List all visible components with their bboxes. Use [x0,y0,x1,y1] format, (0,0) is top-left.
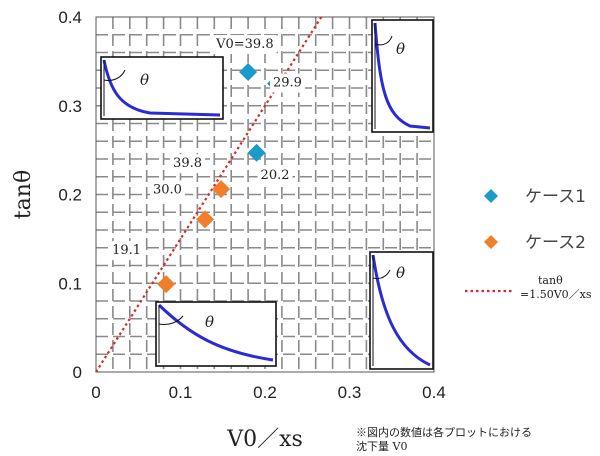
data-label: 19.1 [112,243,141,258]
data-point [239,63,258,82]
data-point [196,210,215,229]
inset-frame [155,301,277,367]
inset-bottom-middle: θ [155,301,277,367]
theta-label: θ [140,71,149,89]
inset-frame [371,19,434,133]
footnote-line: ※図内の数値は各プロットにおける [356,425,532,439]
inset-top-left: θ [100,56,224,120]
data-point [247,143,266,162]
data-label-background [150,180,185,200]
legend: ケース1 ケース2 tanθ=1.50V0／xs [465,187,592,301]
y-axis-label: tanθ [11,170,36,219]
data-label: 30.0 [153,182,182,197]
data-label-background [109,241,145,261]
x-tick-label: 0.2 [253,383,277,402]
fit-line-layer [95,16,323,373]
footnote-line: 沈下量 V0 [356,439,407,453]
data-label-background [170,154,206,174]
legend-marker [484,235,498,249]
x-tick-label: 0.1 [169,383,193,402]
angle-arc [372,269,391,279]
data-point [157,275,176,294]
x-tick-label: 0.3 [338,383,362,402]
theta-label: θ [396,264,405,282]
data-point [212,180,231,199]
legend-fit-label: tanθ [538,274,563,287]
legend-label: ケース1 [525,187,586,207]
legend-marker [484,189,498,203]
data-label-background [212,35,277,55]
data-label: 29.9 [273,76,302,91]
y-tick-label: 0.1 [58,274,82,293]
inset-frame [369,251,434,370]
axis-labels: V0／xs tanθ [11,170,303,452]
angle-arc [374,35,393,46]
legend-label: ケース2 [525,233,586,253]
settlement-curve [373,22,431,130]
settlement-curve [102,59,221,117]
data-label: V0=39.8 [215,37,274,52]
series-1: V0=39.8 29.9 20.2 [212,35,305,185]
angle-arc [158,315,184,325]
legend-fit-label: =1.50V0／xs [520,288,592,301]
inset-layer: θ θ θ θ [100,19,434,370]
y-tick-label: 0 [73,363,82,382]
inset-top-right: θ [371,19,434,133]
points-layer: V0=39.8 29.9 20.2 39.8 30.0 19.1 [109,35,305,294]
x-tick-label: 0 [91,383,100,402]
y-tick-label: 0.3 [58,97,82,116]
inset-frame [100,56,224,120]
settlement-curve [371,254,431,367]
data-label-background [269,73,305,93]
angle-arc [103,69,126,81]
x-tick-label: 0.4 [422,383,446,402]
data-label: 20.2 [261,168,290,183]
fit-line [95,16,323,373]
y-tick-label: 0.4 [58,8,82,27]
data-label-background [257,165,293,185]
settlement-curve [157,303,274,362]
inset-bottom-right: θ [369,251,434,370]
data-label: 39.8 [173,156,202,171]
series-2: 39.8 30.0 19.1 [109,154,231,294]
plot-frame [95,16,435,373]
theta-label: θ [205,313,214,331]
y-tick-label: 0.2 [58,186,82,205]
tick-labels: 0 0.1 0.2 0.3 0.4 0 0.1 0.2 0.3 0.4 [58,8,445,402]
theta-label: θ [396,40,405,58]
x-axis-label: V0／xs [226,427,303,452]
